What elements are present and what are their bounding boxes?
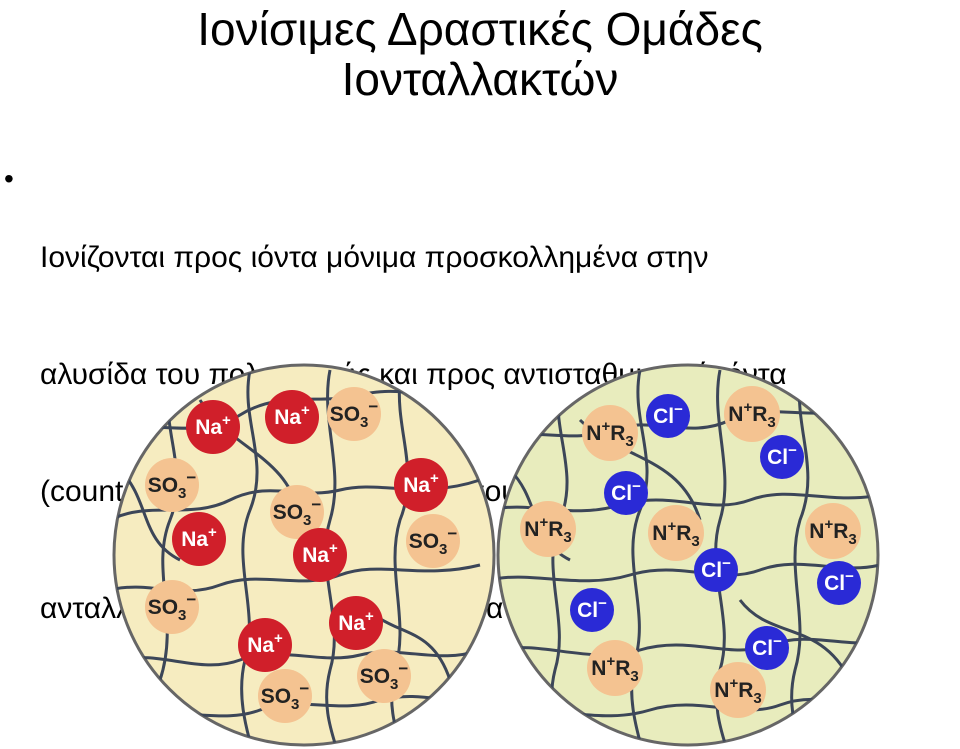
svg-text:Cl−: Cl− <box>701 555 731 582</box>
ion-nr3: N+R3 <box>520 501 576 557</box>
svg-text:SO3−: SO3− <box>148 590 197 624</box>
ion-nr3: N+R3 <box>805 503 861 559</box>
svg-text:Cl−: Cl− <box>577 595 607 622</box>
svg-text:Na+: Na+ <box>403 470 439 497</box>
svg-text:Na+: Na+ <box>181 524 217 551</box>
ion-nr3: N+R3 <box>724 386 780 442</box>
svg-text:N+R3: N+R3 <box>591 653 638 685</box>
bullet-line-1: Ιονίζονται προς ιόντα μόνιμα προσκολλημέ… <box>40 241 709 274</box>
ion-na: Na+ <box>172 512 226 566</box>
svg-text:Cl−: Cl− <box>767 442 797 469</box>
svg-text:SO3−: SO3− <box>330 397 379 431</box>
svg-text:Na+: Na+ <box>195 412 231 439</box>
svg-text:Na+: Na+ <box>338 608 374 635</box>
ion-so3: SO3− <box>258 669 312 723</box>
svg-text:N+R3: N+R3 <box>809 516 856 548</box>
ion-so3: SO3− <box>327 387 381 441</box>
ion-cl: Cl− <box>570 588 614 632</box>
title-line-1: Ιονίσιμες Δραστικές Ομάδες <box>197 3 763 55</box>
ion-so3: SO3− <box>270 485 324 539</box>
ion-na: Na+ <box>238 618 292 672</box>
ion-cl: Cl− <box>760 435 804 479</box>
ion-na: Na+ <box>293 528 347 582</box>
ion-so3: SO3− <box>357 649 411 703</box>
ion-na: Na+ <box>265 390 319 444</box>
svg-text:SO3−: SO3− <box>261 679 310 713</box>
ion-cl: Cl− <box>745 626 789 670</box>
svg-text:Na+: Na+ <box>274 402 310 429</box>
left-sphere-ions: SO3− Na+ Na+ SO3− SO3− Na+ SO3− Na+ SO3− Na+ SO3− N… <box>145 387 460 723</box>
svg-text:N+R3: N+R3 <box>728 399 775 431</box>
ion-nr3: N+R3 <box>710 662 766 718</box>
slide-title: Ιονίσιμες Δραστικές Ομάδες Ιονταλλακτών <box>0 4 960 104</box>
svg-text:Cl−: Cl− <box>611 478 641 505</box>
svg-text:SO3−: SO3− <box>273 495 322 529</box>
title-line-2: Ιονταλλακτών <box>341 53 619 105</box>
ion-cl: Cl− <box>694 548 738 592</box>
ion-nr3: N+R3 <box>648 505 704 561</box>
svg-text:N+R3: N+R3 <box>586 418 633 450</box>
ion-na: Na+ <box>329 596 383 650</box>
svg-text:N+R3: N+R3 <box>652 518 699 550</box>
svg-text:N+R3: N+R3 <box>524 514 571 546</box>
ion-cl: Cl− <box>604 471 648 515</box>
svg-text:SO3−: SO3− <box>148 468 197 502</box>
ion-cl: Cl− <box>817 561 861 605</box>
ion-na: Na+ <box>394 458 448 512</box>
svg-text:Na+: Na+ <box>247 630 283 657</box>
svg-text:SO3−: SO3− <box>409 524 458 558</box>
ion-nr3: N+R3 <box>582 405 638 461</box>
ion-nr3: N+R3 <box>587 640 643 696</box>
bullet-marker: • <box>4 163 14 194</box>
ion-na: Na+ <box>186 400 240 454</box>
ion-so3: SO3− <box>145 458 199 512</box>
svg-text:Cl−: Cl− <box>653 401 683 428</box>
ion-so3: SO3− <box>406 514 460 568</box>
svg-text:N+R3: N+R3 <box>714 675 761 707</box>
svg-text:Na+: Na+ <box>302 540 338 567</box>
svg-text:SO3−: SO3− <box>360 659 409 693</box>
ion-cl: Cl− <box>646 394 690 438</box>
ion-so3: SO3− <box>145 580 199 634</box>
cation-exchange-sphere: SO3− Na+ Na+ SO3− SO3− Na+ SO3− Na+ SO3− Na+ SO3− N… <box>112 363 496 747</box>
svg-text:Cl−: Cl− <box>752 633 782 660</box>
svg-text:Cl−: Cl− <box>824 568 854 595</box>
